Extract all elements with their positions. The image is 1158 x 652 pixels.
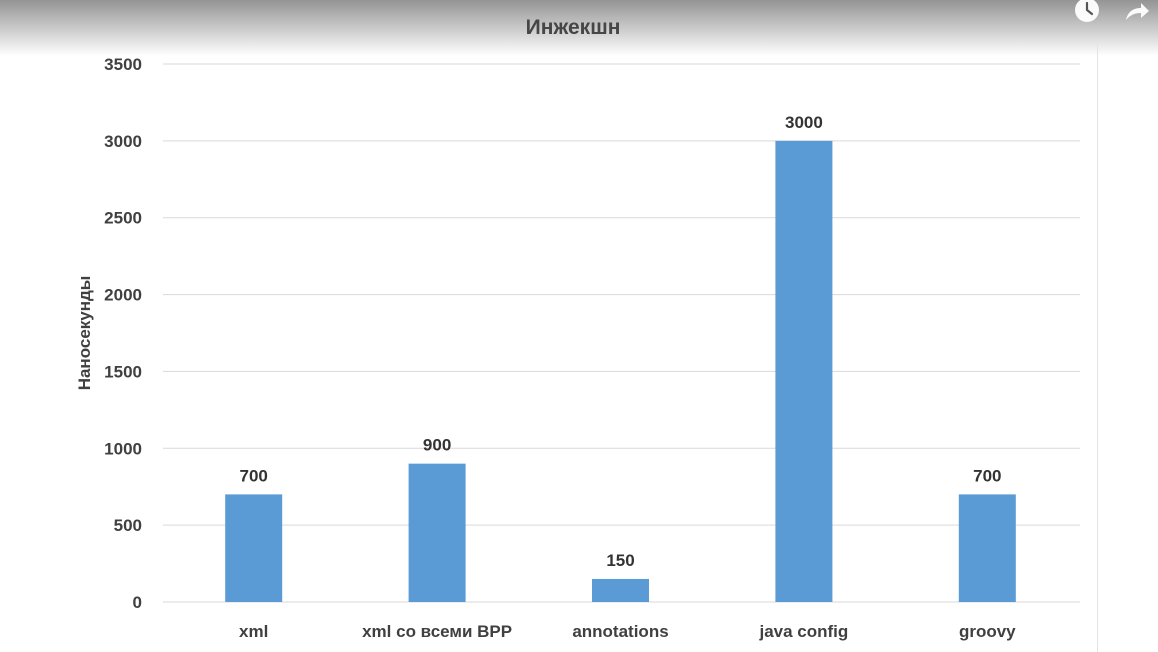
data-label: 700 (240, 466, 268, 485)
bar (775, 140, 833, 602)
category-label: groovy (959, 622, 1016, 641)
clock-icon[interactable] (1072, 0, 1102, 28)
bars (225, 140, 1016, 602)
share-icon[interactable] (1120, 0, 1150, 28)
y-tick-label: 3500 (104, 55, 142, 74)
y-tick-label: 0 (133, 593, 142, 612)
player-controls (1068, 0, 1158, 30)
y-tick-label: 2500 (104, 209, 142, 228)
y-tick-label: 1500 (104, 362, 142, 381)
chart-title: Инжекшн (526, 16, 621, 39)
bar (958, 494, 1016, 602)
y-tick-label: 500 (114, 516, 142, 535)
y-tick-label: 2000 (104, 286, 142, 305)
category-label: annotations (572, 622, 668, 641)
data-label: 150 (606, 551, 634, 570)
bar (408, 463, 466, 602)
data-label: 700 (973, 466, 1001, 485)
y-tick-label: 3000 (104, 132, 142, 151)
bar (225, 494, 283, 602)
chart-frame-border (1097, 40, 1098, 652)
y-axis-ticks: 0 500 1000 1500 2000 2500 3000 3500 (104, 55, 142, 612)
data-label: 3000 (785, 113, 823, 132)
category-label: xml (239, 622, 268, 641)
y-axis-title: Наносекунды (75, 276, 94, 391)
data-labels: 700 900 150 3000 700 (240, 113, 1002, 570)
data-label: 900 (423, 436, 451, 455)
gridlines (163, 63, 1080, 603)
category-label: xml со всеми BPP (362, 622, 512, 641)
y-tick-label: 1000 (104, 439, 142, 458)
x-axis-categories: xml xml со всеми BPP annotations java confi… (239, 622, 1016, 641)
category-label: java config (758, 622, 848, 641)
bar (592, 578, 649, 602)
